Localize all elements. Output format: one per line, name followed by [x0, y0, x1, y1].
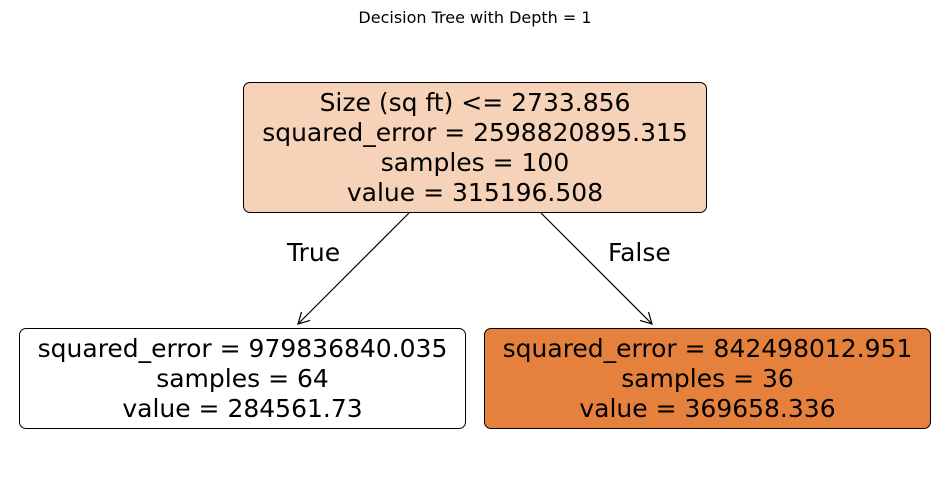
right-squared-error: squared_error = 842498012.951: [502, 333, 913, 363]
edge-false: [540, 212, 653, 325]
left-leaf-node: squared_error = 979836840.035 samples = …: [19, 328, 466, 429]
right-samples: samples = 36: [621, 363, 794, 393]
left-samples: samples = 64: [156, 363, 329, 393]
edge-false-label: False: [608, 238, 671, 267]
root-squared-error: squared_error = 2598820895.315: [262, 117, 688, 147]
left-squared-error: squared_error = 979836840.035: [37, 333, 448, 363]
right-leaf-node: squared_error = 842498012.951 samples = …: [484, 328, 931, 429]
diagram-title: Decision Tree with Depth = 1: [358, 8, 592, 27]
right-value: value = 369658.336: [579, 393, 836, 423]
left-value: value = 284561.73: [122, 393, 363, 423]
edge-true-label: True: [287, 238, 341, 267]
root-split-condition: Size (sq ft) <= 2733.856: [319, 87, 631, 117]
edge-true: [297, 212, 410, 325]
root-value: value = 315196.508: [346, 177, 604, 207]
root-node: Size (sq ft) <= 2733.856 squared_error =…: [243, 82, 707, 213]
root-samples: samples = 100: [380, 147, 570, 177]
